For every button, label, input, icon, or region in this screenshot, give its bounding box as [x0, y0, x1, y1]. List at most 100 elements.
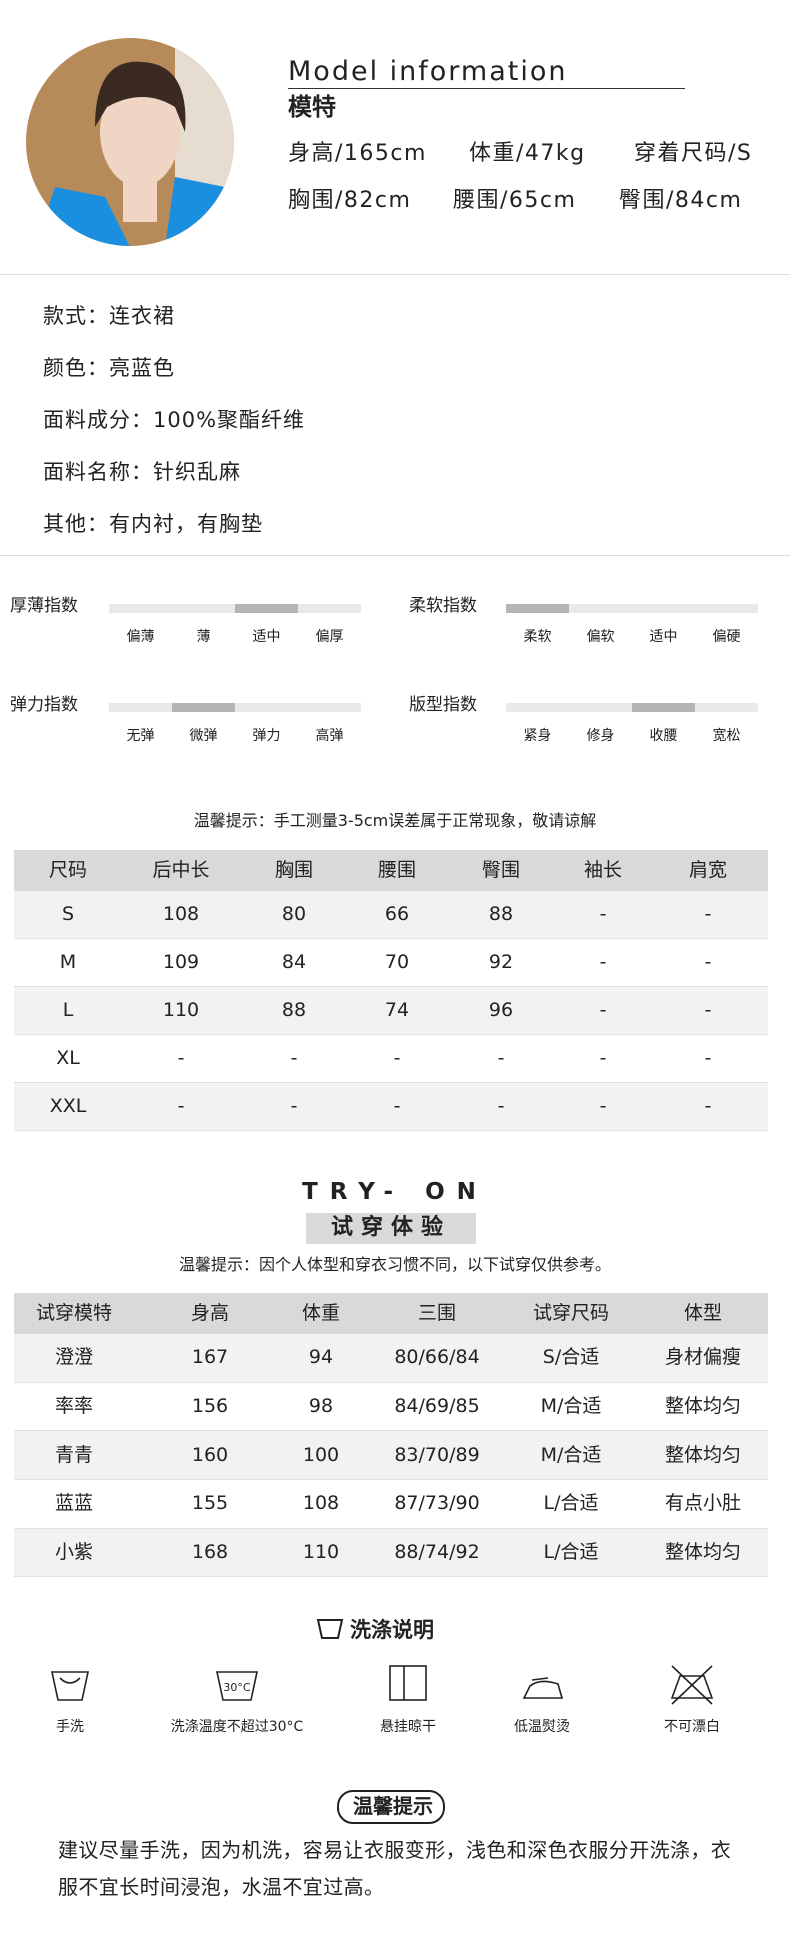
table-cell: 83/70/89 [394, 1443, 480, 1466]
index-level: 偏厚 [315, 629, 344, 645]
table-row [14, 1431, 768, 1481]
model-heading: Model information [288, 56, 568, 87]
table-row [14, 1480, 768, 1529]
table-cell: - [497, 1095, 505, 1117]
model-photo [26, 38, 234, 246]
table-cell: 整体均匀 [664, 1443, 742, 1466]
table-cell: 168 [191, 1541, 229, 1564]
table-cell: 70 [384, 951, 410, 973]
table-header-bg [14, 850, 768, 891]
index-level: 适中 [252, 629, 281, 645]
table-cell: - [704, 951, 712, 973]
table-cell: 100 [302, 1443, 340, 1466]
wash-label: 洗涤温度不超过30°C [170, 1719, 304, 1735]
table-cell: - [393, 1047, 401, 1069]
spec-item: 面料成分：100%聚酯纤维 [43, 408, 306, 432]
model-stat: 体重/47kg [469, 141, 586, 166]
table-cell: 88 [281, 999, 307, 1021]
table-cell: 有点小肚 [664, 1492, 742, 1515]
index-level: 偏薄 [126, 629, 155, 645]
table-row [14, 1334, 768, 1383]
table-header: 三围 [417, 1301, 457, 1324]
table-row [14, 1528, 768, 1578]
index-label: 厚薄指数 [10, 596, 78, 616]
spec-item: 其他：有内衬，有胸垫 [43, 512, 263, 536]
table-cell: 整体均匀 [664, 1395, 742, 1418]
model-stat: 穿着尺码/S [634, 141, 753, 166]
table-header: 试穿模特 [35, 1301, 113, 1324]
table-header-bg [14, 1293, 768, 1334]
tryon-heading: TRY- ON [302, 1179, 488, 1205]
table-cell: - [497, 1047, 505, 1069]
table-cell: 74 [384, 999, 410, 1021]
index-level: 高弹 [315, 728, 344, 744]
table-row [14, 1083, 768, 1131]
table-row [14, 1382, 768, 1432]
table-cell: XXL [49, 1095, 87, 1117]
tryon-title-bg [306, 1213, 476, 1244]
index-label: 弹力指数 [10, 695, 78, 715]
spec-item: 颜色：亮蓝色 [43, 356, 175, 380]
table-cell: 92 [488, 951, 514, 973]
table-cell: - [704, 903, 712, 925]
size-tip: 温馨提示：手工测量3-5cm误差属于正常现象，敬请谅解 [193, 811, 597, 830]
index-marker [506, 604, 569, 613]
index-level: 偏软 [586, 629, 615, 645]
table-header: 体重 [301, 1301, 341, 1324]
index-level: 适中 [649, 629, 678, 645]
table-cell: L/合适 [543, 1492, 599, 1515]
notice-title: 温馨提示 [353, 1794, 433, 1818]
table-cell: 108 [302, 1492, 340, 1515]
table-cell: - [177, 1095, 185, 1117]
index-label: 版型指数 [409, 695, 477, 715]
index-marker [632, 703, 695, 712]
model-title: 模特 [288, 93, 336, 121]
table-cell: L/合适 [543, 1541, 599, 1564]
table-header: 袖长 [583, 858, 623, 881]
table-cell: 110 [162, 999, 200, 1021]
index-level: 紧身 [523, 728, 552, 744]
table-cell: - [599, 903, 607, 925]
wash-label: 手洗 [56, 1719, 84, 1735]
tryon-title: 试穿体验 [330, 1215, 452, 1240]
table-header: 胸围 [274, 858, 314, 881]
index-marker [235, 604, 298, 613]
index-bar [109, 703, 361, 712]
table-cell: 96 [488, 999, 514, 1021]
wash-icons: 30°C [51, 1665, 714, 1705]
table-row [14, 1035, 768, 1083]
table-cell: 94 [308, 1346, 334, 1369]
table-cell: 身材偏瘦 [664, 1346, 742, 1369]
table-cell: - [290, 1047, 298, 1069]
table-cell: M/合适 [540, 1395, 602, 1418]
wash-label: 悬挂晾干 [380, 1719, 436, 1735]
table-cell: 160 [191, 1443, 229, 1466]
underline [288, 88, 685, 89]
index-level: 无弹 [126, 728, 155, 744]
table-cell: - [599, 999, 607, 1021]
table-cell: XL [56, 1047, 80, 1069]
table-cell: 110 [302, 1541, 340, 1564]
table-cell: 率率 [54, 1395, 94, 1418]
table-cell: 109 [162, 951, 200, 973]
table-cell: 青青 [54, 1443, 94, 1466]
model-stat: 臀围/84cm [619, 188, 743, 213]
model-stat: 腰围/65cm [453, 188, 577, 213]
wash-label: 低温熨烫 [514, 1719, 570, 1735]
index-level: 修身 [586, 728, 615, 744]
divider [0, 274, 790, 275]
table-cell: - [599, 951, 607, 973]
index-level: 收腰 [649, 728, 678, 744]
table-header: 试穿尺码 [532, 1301, 610, 1324]
divider [0, 555, 790, 556]
wash-title: 洗涤说明 [350, 1618, 434, 1642]
table-header: 后中长 [152, 858, 210, 881]
wash-label: 不可漂白 [664, 1719, 720, 1735]
table-cell: 小紫 [54, 1541, 94, 1564]
table-cell: - [290, 1095, 298, 1117]
table-cell: 80/66/84 [394, 1346, 480, 1369]
table-row [14, 891, 768, 939]
table-cell: 澄澄 [54, 1346, 94, 1369]
table-row [14, 939, 768, 987]
